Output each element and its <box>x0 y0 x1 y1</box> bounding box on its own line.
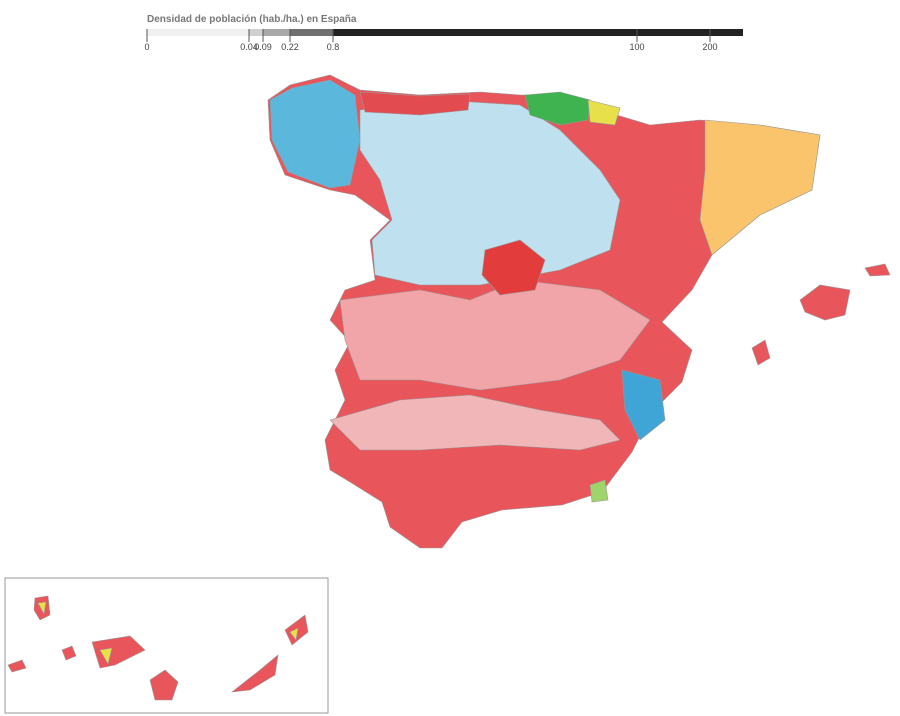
valencia-blue <box>621 369 666 441</box>
legend-title: Densidad de población (hab./ha.) en Espa… <box>147 14 357 25</box>
catalonia <box>699 119 821 256</box>
legend: 0 0.040.09 0.22 0.8 100 200 <box>144 29 743 52</box>
el-hierro <box>7 659 27 673</box>
legend-swatch <box>333 29 743 36</box>
almeria-green <box>589 479 609 503</box>
la-palma-yellow <box>37 601 47 615</box>
legend-tick-label: 100 <box>629 42 644 52</box>
legend-tick-label: 0.04 <box>240 42 258 52</box>
legend-swatch <box>147 29 249 36</box>
ibiza <box>751 339 771 366</box>
basque <box>524 91 591 126</box>
menorca <box>864 263 891 277</box>
canary-inset-frame <box>4 577 329 714</box>
gran-canaria <box>149 669 179 701</box>
legend-swatch <box>290 29 333 36</box>
navarra-yellow <box>587 99 621 126</box>
lanzarote-yellow <box>289 627 299 641</box>
la-gomera <box>61 645 77 661</box>
legend-tick-label: 0 <box>144 42 149 52</box>
legend-tick-label: 0.09 <box>254 42 272 52</box>
legend-tick-label: 200 <box>702 42 717 52</box>
region-pink-center <box>339 279 651 391</box>
fuerteventura <box>230 654 279 693</box>
mallorca <box>799 284 851 321</box>
galicia <box>269 79 361 189</box>
tenerife <box>91 635 146 669</box>
legend-tick-label: 0.22 <box>281 42 299 52</box>
madrid <box>481 239 546 296</box>
asturias <box>359 91 471 116</box>
legend-swatch <box>263 29 290 36</box>
region-pink-south <box>329 394 621 451</box>
legend-swatch <box>249 29 263 36</box>
legend-tick-label: 0.8 <box>327 42 340 52</box>
map <box>7 74 891 701</box>
tenerife-yellow <box>99 647 113 665</box>
